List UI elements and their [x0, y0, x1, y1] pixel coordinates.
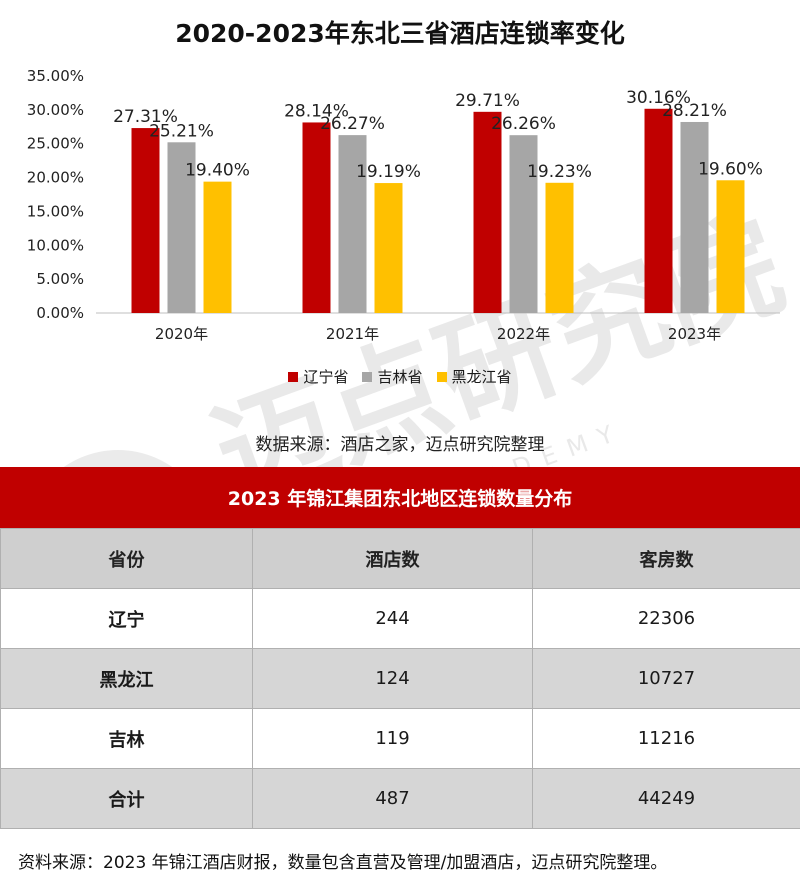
cell-province: 合计 — [0, 768, 253, 829]
data-label: 19.23% — [527, 162, 592, 182]
bar — [644, 108, 673, 313]
header-rooms: 客房数 — [532, 528, 800, 589]
cell-province: 黑龙江 — [0, 648, 253, 709]
table-row: 吉林 119 11216 — [0, 708, 800, 769]
x-tick-label: 2020年 — [155, 325, 208, 343]
cell-rooms: 10727 — [532, 648, 800, 709]
data-label: 27.31% — [113, 107, 178, 127]
table-row: 黑龙江 124 10727 — [0, 648, 800, 709]
data-label: 26.27% — [320, 114, 385, 134]
legend-item-heilongjiang: 黑龙江省 — [436, 366, 512, 387]
data-label: 19.60% — [698, 159, 763, 179]
legend-label-liaoning: 辽宁省 — [303, 368, 349, 386]
legend-swatch-liaoning — [288, 371, 299, 382]
y-tick-label: 10.00% — [27, 236, 84, 254]
bar — [302, 122, 331, 314]
bar — [680, 121, 709, 313]
data-label: 19.19% — [356, 162, 421, 182]
y-axis: 0.00% 5.00% 10.00% 15.00% 20.00% 25.00% 30.00%… — [27, 67, 84, 322]
footer-source: 资料来源：2023 年锦江酒店财报，数量包含直营及管理/加盟酒店，迈点研究院整理… — [18, 853, 668, 873]
legend-item-liaoning: 辽宁省 — [288, 366, 348, 387]
cell-hotels: 124 — [252, 648, 533, 709]
y-tick-label: 25.00% — [27, 135, 84, 153]
table-row-total: 合计 487 44249 — [0, 768, 800, 829]
y-tick-label: 0.00% — [36, 304, 84, 322]
cell-rooms: 44249 — [532, 768, 800, 829]
y-tick-label: 30.00% — [27, 101, 84, 119]
y-tick-label: 20.00% — [27, 169, 84, 187]
header-hotels: 酒店数 — [252, 528, 533, 589]
cell-province: 辽宁 — [0, 588, 253, 649]
cell-hotels: 119 — [252, 708, 533, 769]
data-label: 29.71% — [455, 91, 520, 111]
table-title: 2023 年锦江集团东北地区连锁数量分布 — [0, 467, 800, 528]
bar — [374, 183, 403, 313]
legend-swatch-jilin — [362, 371, 373, 382]
chart-title: 2020-2023年东北三省酒店连锁率变化 — [175, 19, 625, 48]
bar — [338, 135, 367, 313]
data-labels: 27.31%25.21% 19.40% 28.14%26.27% 19.19% 29.7… — [113, 88, 763, 182]
bar-chart: 0.00% 5.00% 10.00% 15.00% 20.00% 25.00% 30.00%… — [27, 67, 780, 343]
cell-province: 吉林 — [0, 708, 253, 769]
table-row: 辽宁 244 22306 — [0, 588, 800, 649]
y-tick-label: 5.00% — [36, 270, 84, 288]
chart-legend: 辽宁省 吉林省 黑龙江省 — [0, 366, 800, 387]
bar — [473, 111, 502, 313]
x-tick-label: 2021年 — [326, 325, 379, 343]
bar — [203, 181, 232, 313]
legend-item-jilin: 吉林省 — [362, 366, 423, 387]
bar — [716, 180, 745, 313]
bar — [167, 142, 196, 313]
y-tick-label: 15.00% — [27, 202, 84, 220]
data-label: 28.21% — [662, 101, 727, 121]
cell-hotels: 487 — [252, 768, 533, 829]
x-axis: 2020年 2021年 2022年 2023年 — [96, 312, 780, 343]
data-label: 25.21% — [149, 121, 214, 141]
bar — [131, 128, 160, 313]
cell-rooms: 11216 — [532, 708, 800, 769]
bar — [545, 182, 574, 313]
cell-rooms: 22306 — [532, 588, 800, 649]
cell-hotels: 244 — [252, 588, 533, 649]
bars — [131, 108, 745, 314]
hotel-table: 2023 年锦江集团东北地区连锁数量分布 省份 酒店数 客房数 辽宁 244 2… — [0, 467, 800, 829]
data-label: 30.16% — [626, 88, 691, 108]
data-label: 26.26% — [491, 114, 556, 134]
data-label: 28.14% — [284, 101, 349, 121]
data-label: 19.40% — [185, 161, 250, 181]
legend-label-heilongjiang: 黑龙江省 — [451, 368, 512, 386]
table-header-row: 省份 酒店数 客房数 — [0, 528, 800, 589]
data-table: 省份 酒店数 客房数 辽宁 244 22306 黑龙江 124 10727 吉林… — [0, 528, 800, 829]
x-tick-label: 2023年 — [668, 325, 721, 343]
bar — [509, 135, 538, 313]
header-province: 省份 — [0, 528, 253, 589]
y-tick-label: 35.00% — [27, 67, 84, 85]
chart-source: 数据来源：酒店之家，迈点研究院整理 — [255, 435, 545, 455]
legend-swatch-heilongjiang — [436, 371, 447, 382]
x-tick-label: 2022年 — [497, 325, 550, 343]
legend-label-jilin: 吉林省 — [377, 368, 423, 386]
